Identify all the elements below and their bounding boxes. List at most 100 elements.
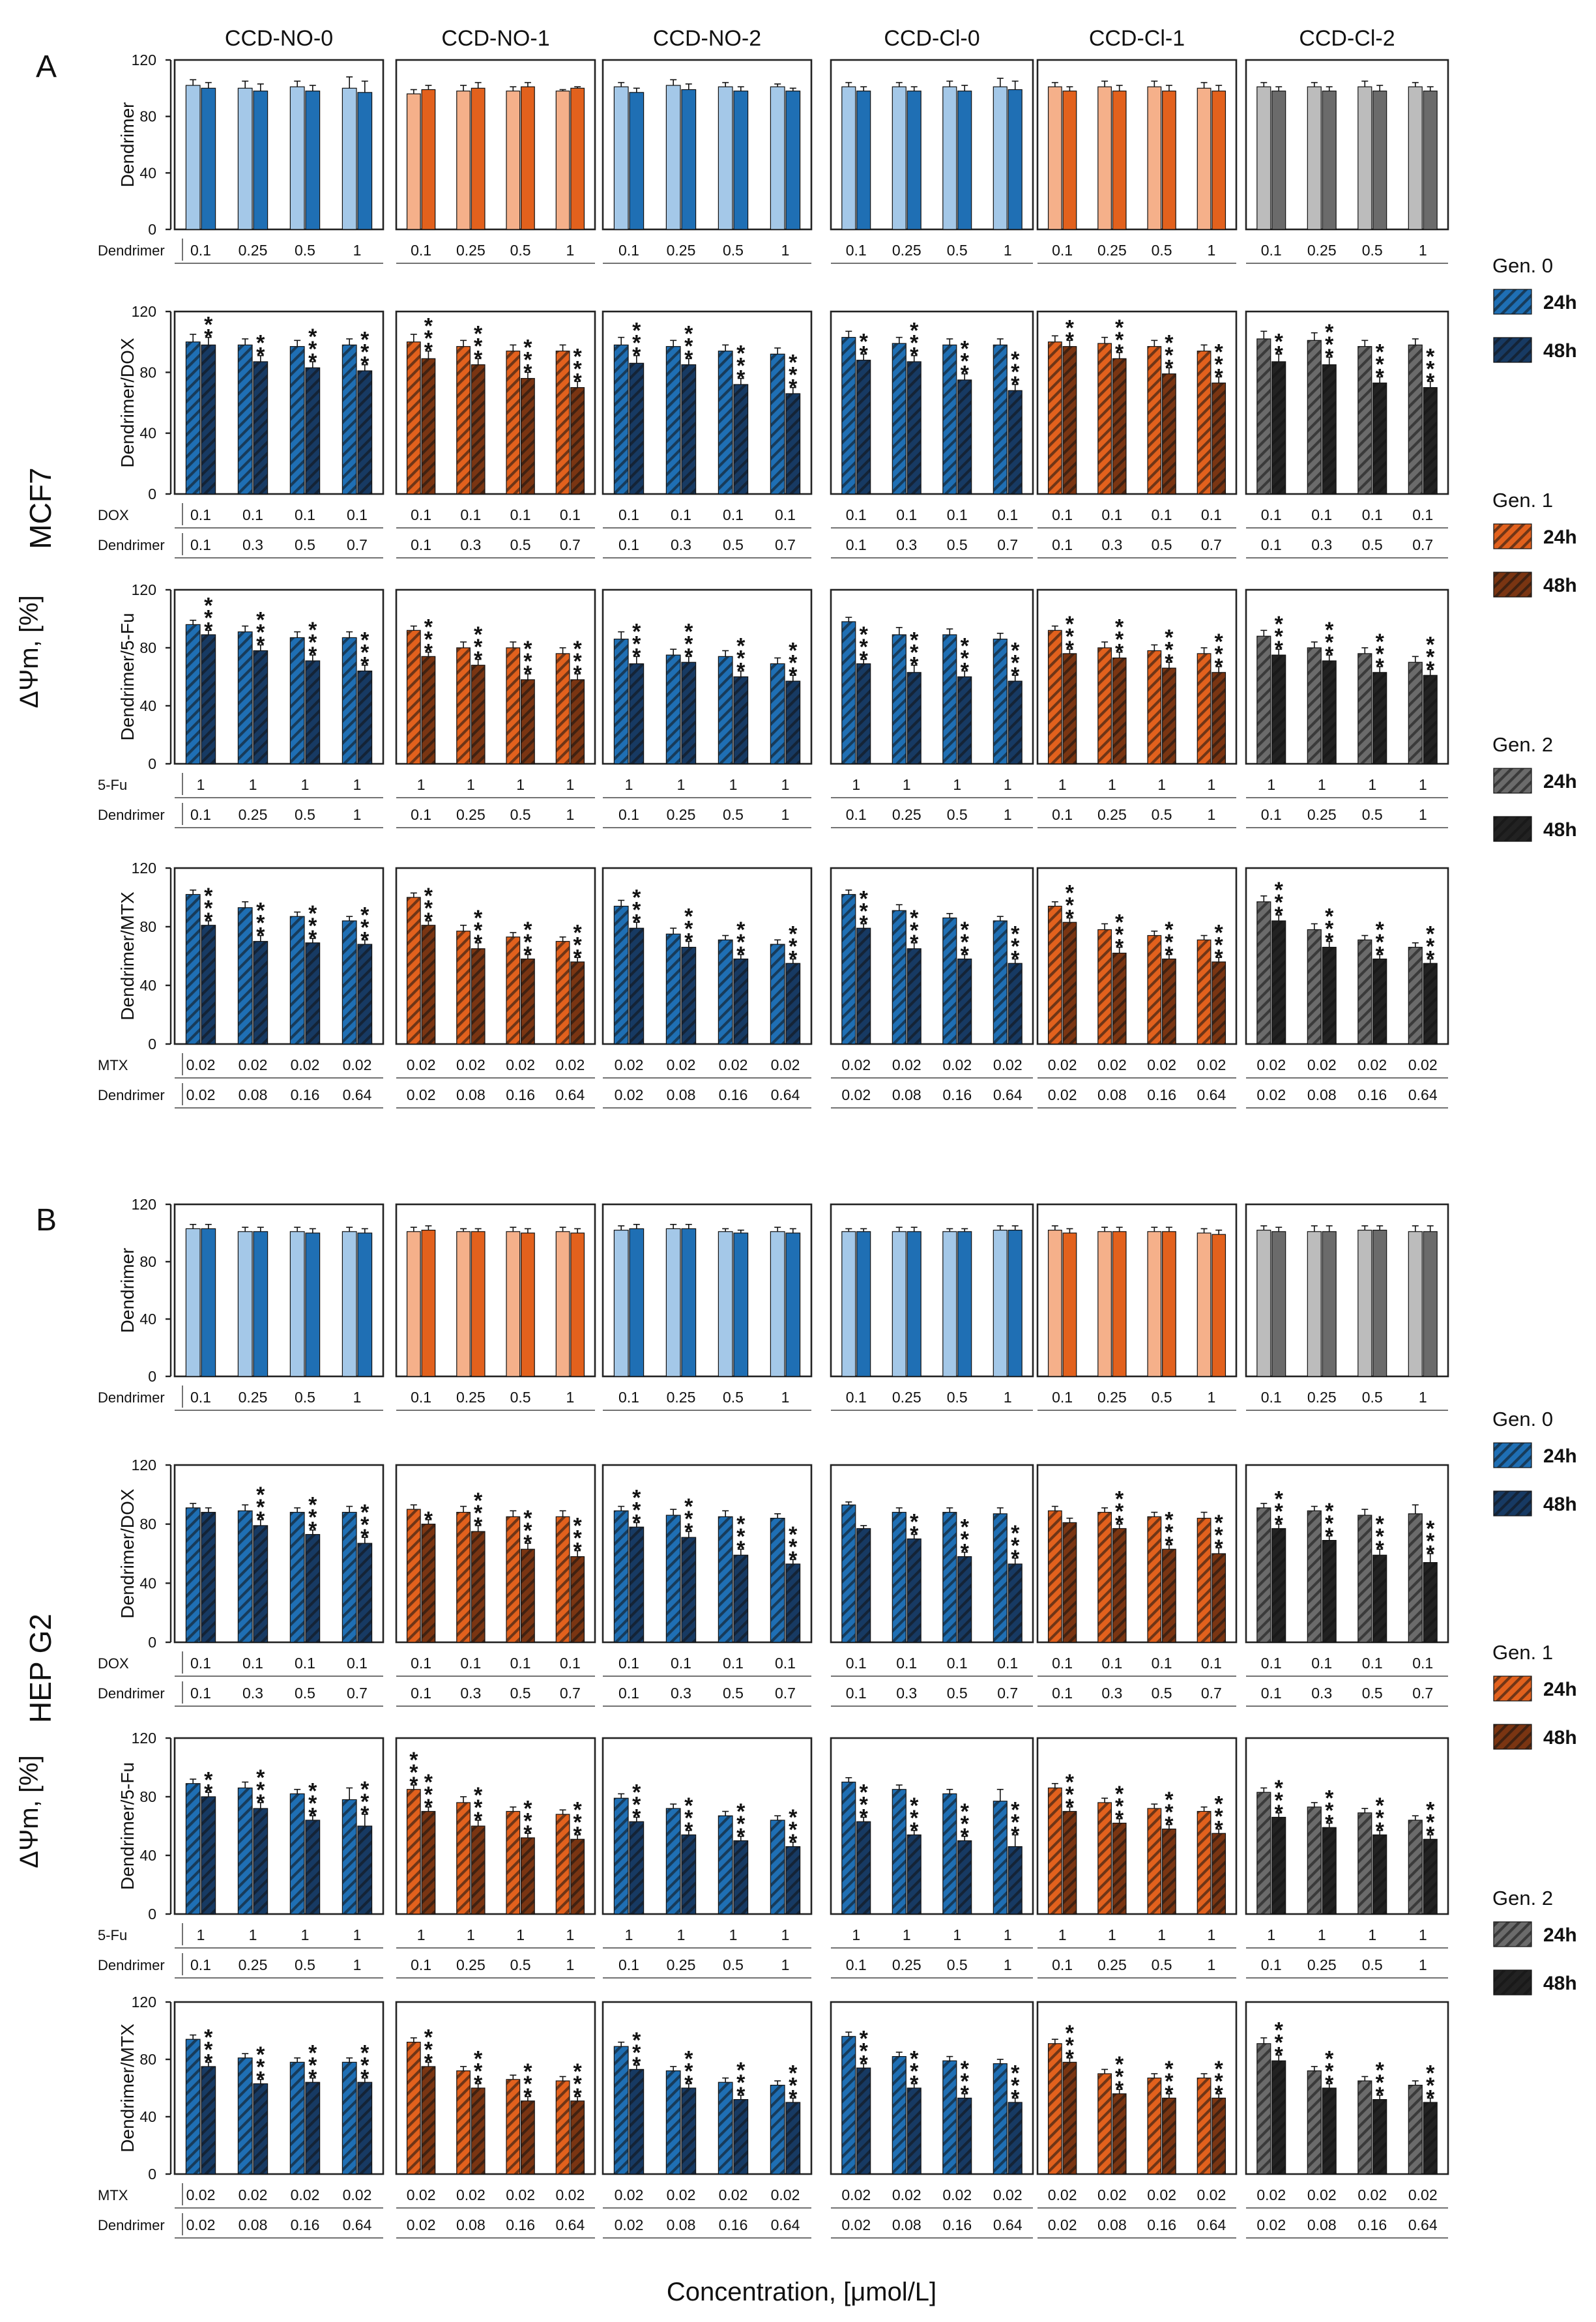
significance-star: * <box>1325 917 1334 942</box>
conc-value: 0.5 <box>1152 1956 1172 1973</box>
significance-star: * <box>424 908 433 933</box>
significance-star: * <box>684 917 693 942</box>
conc-value: 0.25 <box>456 1956 486 1973</box>
conc-value: 1 <box>1004 1956 1012 1973</box>
bar-48h-hatch <box>1423 675 1438 764</box>
conc-value: 0.5 <box>1362 1685 1383 1702</box>
conc-value: 0.02 <box>1256 2186 1286 2203</box>
significance-star: * <box>308 337 317 362</box>
conc-value: 1 <box>1419 806 1427 823</box>
conc-value: 0.02 <box>993 2186 1023 2203</box>
conc-value: 1 <box>953 776 961 793</box>
legend-title: Gen. 2 <box>1492 1887 1553 1909</box>
significance-star: * <box>1376 930 1385 955</box>
significance-star: * <box>308 2066 317 2091</box>
bar-24h-hatch <box>892 1789 907 1914</box>
conc-value: 0.1 <box>1261 1389 1282 1406</box>
conc-value: 1 <box>625 776 633 793</box>
bar-24h-hatch <box>892 2056 907 2174</box>
conc-value: 0.02 <box>1357 1056 1387 1073</box>
bar-24h-hatch <box>238 2057 252 2174</box>
conc-value: 0.16 <box>942 2216 972 2233</box>
conc-value: 0.5 <box>1152 1389 1172 1406</box>
bar-24h-hatch <box>1197 351 1211 494</box>
significance-star: * <box>736 341 746 366</box>
y-tick-label: 40 <box>139 1847 156 1864</box>
bar-24h-hatch <box>942 345 957 494</box>
significance-star: * <box>684 334 693 358</box>
legend-swatch-hatch <box>1494 1676 1531 1701</box>
bar-48h-hatch <box>630 2069 644 2174</box>
significance-star: * <box>424 1507 433 1532</box>
bar-24h-hatch <box>1097 1803 1112 1914</box>
conc-value: 0.02 <box>1197 2186 1226 2203</box>
panel-b-label: B <box>36 1203 57 1238</box>
bar-48h-hatch <box>358 1543 372 1642</box>
significance-star: * <box>1115 628 1124 652</box>
conc-value: 0.02 <box>1256 1086 1286 1103</box>
bar-24h-hatch <box>718 1816 733 1914</box>
legend-title: Gen. 1 <box>1492 1641 1553 1664</box>
conc-value: 1 <box>1207 1956 1215 1973</box>
bar-24h-hatch <box>718 1517 733 1642</box>
conc-value: 0.02 <box>841 2186 871 2203</box>
significance-star: * <box>424 2025 433 2050</box>
bar-48h-hatch <box>1008 2102 1023 2174</box>
bar-48h-hatch <box>1063 1811 1077 1914</box>
legend-label-48h: 48h <box>1543 1494 1577 1515</box>
conc-value: 0.1 <box>997 1655 1018 1672</box>
conc-value: 0.1 <box>295 1655 315 1672</box>
significance-star: * <box>1376 942 1385 967</box>
bar-24h-hatch <box>841 1782 856 1914</box>
significance-star: * <box>424 640 433 665</box>
bar-48h-hatch <box>521 2100 535 2174</box>
y-tick-label: 40 <box>139 977 156 994</box>
conc-value: 0.02 <box>841 1056 871 1073</box>
significance-star: * <box>474 931 483 955</box>
bar-24h-hatch <box>942 1512 957 1642</box>
bar-48h <box>570 1232 585 1377</box>
significance-star: * <box>1066 1770 1075 1795</box>
significance-star: * <box>961 362 970 386</box>
conc-value: 0.5 <box>723 1389 744 1406</box>
bar-48h-hatch <box>786 963 800 1044</box>
conc-value: 0.5 <box>1362 1389 1383 1406</box>
significance-star: * <box>308 349 317 374</box>
conc-value: 0.1 <box>190 1956 211 1973</box>
significance-star: * <box>632 331 641 356</box>
bar-48h-hatch <box>1322 1827 1337 1914</box>
bar-24h-hatch <box>993 1801 1008 1914</box>
significance-star: * <box>736 1824 746 1849</box>
bar-24h-hatch <box>556 653 570 764</box>
conc-value: 0.08 <box>1097 1086 1127 1103</box>
bar-24h-hatch <box>666 655 680 764</box>
bar-48h <box>1062 91 1077 230</box>
y-tick-label: 80 <box>139 1516 156 1533</box>
significance-star: * <box>1066 612 1075 637</box>
bar-48h-hatch <box>1063 1522 1077 1642</box>
conc-value: 0.1 <box>411 536 431 553</box>
conc-value: 0.5 <box>295 806 315 823</box>
significance-star: * <box>632 644 641 669</box>
conc-value: 0.5 <box>723 242 744 259</box>
significance-star: * <box>523 1808 532 1833</box>
bar-48h-hatch <box>682 1537 696 1642</box>
bar-48h <box>681 1228 697 1377</box>
bar-24h-hatch <box>1408 2085 1423 2174</box>
bar-24h-hatch <box>770 2085 785 2174</box>
bar-24h-hatch <box>841 2036 856 2174</box>
significance-star: * <box>1426 632 1435 657</box>
bar-24h-hatch <box>1148 650 1161 764</box>
bar-48h-hatch <box>1423 387 1438 494</box>
bar-24h <box>1357 1229 1372 1377</box>
y-tick-label: 0 <box>148 1036 156 1052</box>
bar-24h-hatch <box>1357 346 1372 494</box>
legend-gen-1: Gen. 1 24h 48h <box>1492 1641 1577 1750</box>
y-tick-label: 120 <box>132 1994 156 2010</box>
significance-star: * <box>573 1513 583 1538</box>
conc-value: 0.02 <box>1307 2186 1337 2203</box>
conc-value: 1 <box>249 1926 257 1943</box>
conc-value: 0.02 <box>1048 1056 1077 1073</box>
conc-value: 0.5 <box>723 1956 744 1973</box>
bar-48h-hatch <box>570 1556 585 1642</box>
